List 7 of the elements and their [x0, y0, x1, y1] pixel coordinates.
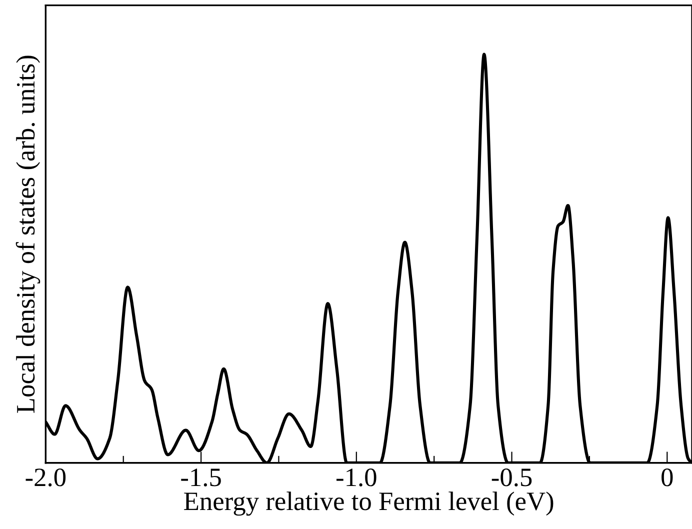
x-tick-label: -2.0	[26, 468, 66, 486]
y-axis-title: Local density of states (arb. units)	[16, 56, 40, 413]
x-tick-label: -1.0	[336, 468, 376, 486]
x-tick-label: -1.5	[181, 468, 221, 486]
x-tick-label: 0	[662, 468, 673, 486]
x-axis-title: Energy relative to Fermi level (eV)	[184, 492, 554, 516]
x-tick-label: -0.5	[492, 468, 532, 486]
